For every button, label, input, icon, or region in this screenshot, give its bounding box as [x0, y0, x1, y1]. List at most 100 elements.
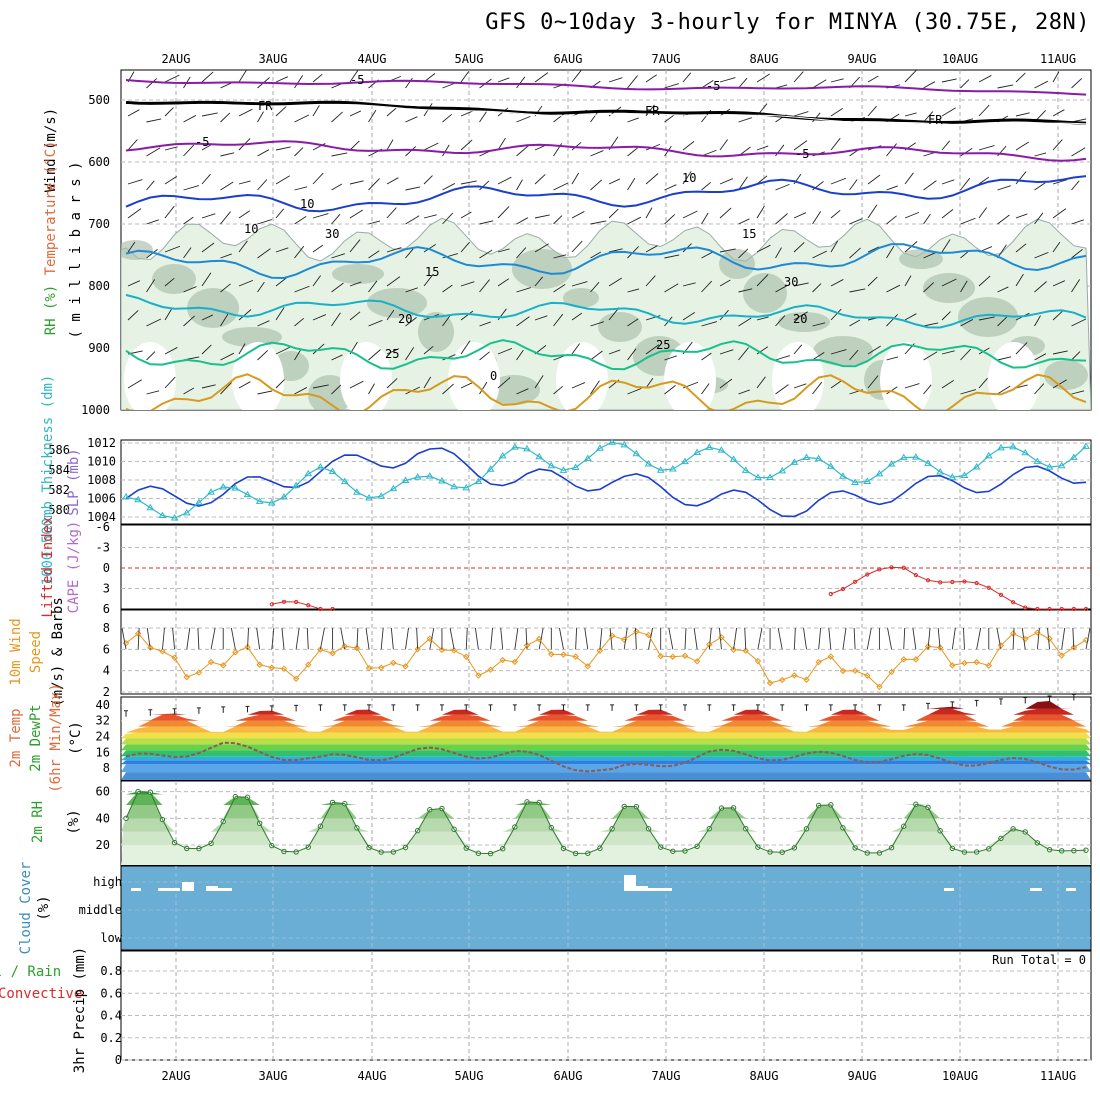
wind-barb — [701, 352, 712, 361]
rh-blob — [222, 327, 282, 347]
wind-barb — [849, 319, 861, 327]
wind-barb — [460, 340, 471, 355]
minmax-marker — [172, 708, 177, 715]
tick-temp: 8 — [103, 761, 110, 775]
wind-barb-10m — [733, 627, 738, 650]
wind-barb — [164, 308, 173, 321]
wind-barb — [220, 352, 235, 361]
wind-barb — [201, 314, 214, 321]
wind-barb — [756, 274, 769, 287]
wind-barb — [923, 384, 932, 395]
wind-barb — [627, 318, 639, 327]
wind-barb — [164, 107, 174, 117]
wind-barb-10m — [818, 627, 822, 650]
wind-barb — [830, 78, 844, 83]
wind-barb-10m — [937, 627, 941, 650]
wind-point — [463, 653, 470, 660]
minmax-marker — [512, 704, 517, 711]
li-point — [998, 592, 1004, 597]
wind-barb — [238, 210, 251, 219]
date-bottom-8AUG: 8AUG — [750, 1069, 779, 1083]
rh-level — [121, 791, 1091, 832]
wind-barb — [978, 275, 991, 287]
tick-thickness: 584 — [48, 463, 70, 477]
wind-barb — [201, 384, 216, 389]
thickness-line — [125, 441, 1087, 519]
wind-barb — [497, 347, 513, 355]
wind-barb — [830, 107, 843, 117]
contour-label: 30 — [784, 275, 798, 289]
tick-rh: 40 — [96, 811, 110, 825]
wind-barb-10m — [474, 627, 479, 650]
contour-label: 10 — [682, 171, 696, 185]
wind-barb — [719, 279, 731, 287]
wind-barb — [127, 379, 142, 389]
cloud-bar-high — [182, 882, 194, 891]
minmax-marker — [245, 705, 250, 713]
wind-point — [1009, 630, 1017, 637]
wind-barb — [423, 175, 433, 185]
wind-barb — [183, 315, 195, 327]
wind-barb — [146, 390, 160, 395]
wind-barb — [867, 276, 878, 287]
wind-barb — [331, 354, 343, 361]
tick-li: 6 — [103, 602, 110, 616]
wind-barb — [534, 375, 544, 389]
wind-barb — [479, 180, 490, 191]
wind-barb — [294, 317, 304, 327]
date-bottom-2AUG: 2AUG — [162, 1069, 191, 1083]
wind-barb — [738, 317, 752, 327]
wind-barb — [423, 273, 434, 287]
wind-barb — [405, 146, 417, 157]
ylabel-10m-wind: 10m Wind — [8, 618, 24, 685]
wind-barb — [978, 316, 995, 321]
thickness-point — [668, 465, 677, 472]
minmax-marker — [658, 704, 663, 711]
ylabel-cape: CAPE (J/kg) — [66, 521, 82, 614]
ylabel-rh-pct: (%) — [66, 809, 82, 834]
cloud-bar-high — [218, 888, 232, 891]
thickness-point — [632, 449, 641, 457]
frame-cloud — [120, 865, 1092, 951]
tick-wind: 2 — [103, 685, 110, 699]
thickness-point — [1069, 453, 1078, 460]
thickness-point — [328, 467, 337, 475]
wind-barb — [312, 275, 322, 287]
tick-temp: 40 — [96, 698, 110, 712]
wind-barb — [164, 347, 178, 355]
ylabel-temperature: Temperature (°C) — [43, 141, 59, 276]
wind-barb — [497, 137, 506, 151]
wind-barb — [275, 76, 289, 83]
wind-barb — [516, 287, 531, 293]
date-top-9AUG: 9AUG — [848, 52, 877, 66]
tick-li: -6 — [96, 520, 110, 534]
tick-slp: 1004 — [87, 510, 116, 524]
wind-barb — [1015, 171, 1027, 185]
wind-barb — [1052, 379, 1067, 389]
minmax-marker — [294, 704, 299, 712]
wind-barb-10m — [684, 627, 687, 650]
isotherm-20 — [125, 293, 1087, 329]
cloud-bar-high — [158, 888, 180, 891]
date-bottom-9AUG: 9AUG — [848, 1069, 877, 1083]
temp-band — [121, 744, 1091, 751]
tick-pressure: 600 — [88, 155, 110, 169]
ylabel-rh: RH (%) — [43, 285, 59, 336]
thickness-point — [997, 443, 1005, 451]
wind-point — [220, 662, 227, 669]
wind-barb — [1071, 219, 1084, 225]
wind-point — [778, 676, 786, 684]
wind-barb — [201, 173, 211, 185]
wind-barb — [460, 110, 475, 117]
temp-band — [121, 720, 1091, 727]
wind-barb — [257, 350, 269, 361]
wind-barb-10m — [951, 627, 956, 650]
dry-pocket — [880, 342, 932, 410]
wind-barb — [220, 82, 232, 89]
wind-barb — [127, 310, 139, 321]
wind-barb-10m — [340, 627, 346, 650]
wind-point — [876, 683, 883, 691]
wind-barb — [294, 387, 308, 395]
wind-barb — [146, 219, 159, 225]
wind-barb — [1015, 213, 1028, 219]
